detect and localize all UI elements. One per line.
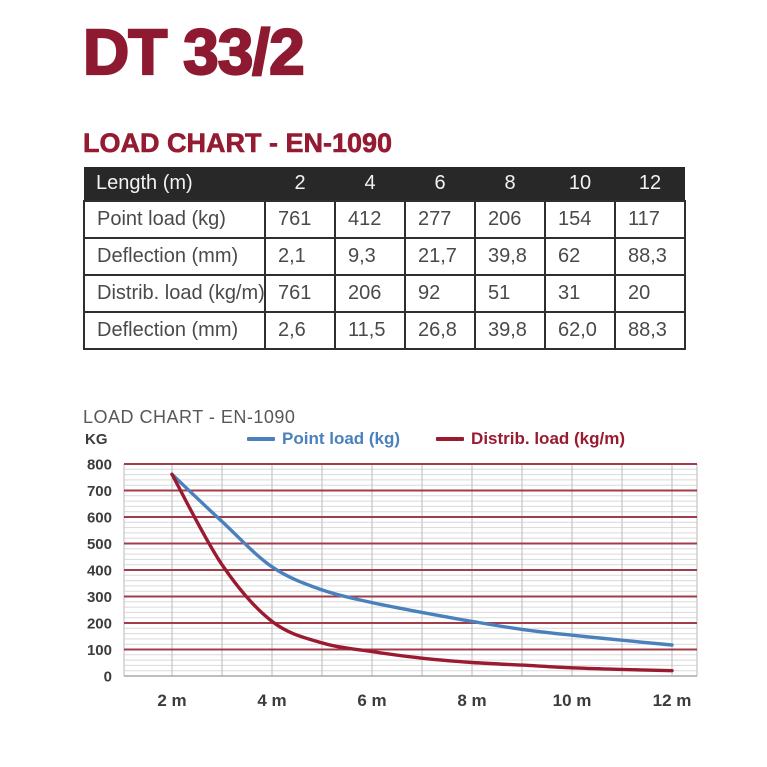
- legend-item-point-load: Point load (kg): [247, 429, 400, 449]
- load-chart-plot: 0 100 200 300 400 500 600 700 800 2 m 4 m 6 m 8 m 10 …: [87, 457, 698, 710]
- row-label: Deflection (mm): [83, 237, 266, 276]
- table-cell: 31: [544, 274, 616, 313]
- column-header-8: 8: [475, 167, 545, 201]
- table-cell: 761: [264, 274, 336, 313]
- table-row: Deflection (mm) 2,6 11,5 26,8 39,8 62,0 88,3: [83, 311, 686, 350]
- column-header-4: 4: [335, 167, 405, 201]
- table-cell: 412: [334, 200, 406, 239]
- y-tick-label: 400: [87, 563, 112, 580]
- y-tick-label: 500: [87, 536, 112, 553]
- table-cell: 9,3: [334, 237, 406, 276]
- table-cell: 277: [404, 200, 476, 239]
- table-cell: 39,8: [474, 237, 546, 276]
- y-tick-label: 100: [87, 642, 112, 659]
- y-tick-label: 200: [87, 616, 112, 633]
- x-tick-label: 8 m: [457, 691, 486, 710]
- table-row: Deflection (mm) 2,1 9,3 21,7 39,8 62 88,3: [83, 237, 686, 276]
- y-axis-unit-label: KG: [85, 431, 108, 448]
- legend-label: Point load (kg): [282, 429, 401, 448]
- column-header-6: 6: [405, 167, 475, 201]
- column-header-12: 12: [615, 167, 685, 201]
- column-header-length: Length (m): [84, 167, 265, 201]
- table-cell: 88,3: [614, 311, 686, 350]
- load-chart-heading: LOAD CHART - EN-1090: [83, 128, 393, 158]
- chart-legend: Point load (kg) Distrib. load (kg/m): [247, 429, 625, 449]
- table-cell: 39,8: [474, 311, 546, 350]
- x-tick-label: 6 m: [357, 691, 386, 710]
- table-cell: 206: [334, 274, 406, 313]
- table-cell: 88,3: [614, 237, 686, 276]
- table-cell: 92: [404, 274, 476, 313]
- load-table: Length (m) 2 4 6 8 10 12 Point load (kg) 761 412…: [83, 167, 686, 350]
- y-tick-label: 600: [87, 510, 112, 527]
- x-tick-label: 4 m: [257, 691, 286, 710]
- table-cell: 11,5: [334, 311, 406, 350]
- legend-label: Distrib. load (kg/m): [471, 429, 626, 448]
- table-cell: 206: [474, 200, 546, 239]
- column-header-10: 10: [545, 167, 615, 201]
- row-label: Distrib. load (kg/m): [83, 274, 266, 313]
- chart-section: LOAD CHART - EN-1090 KG Point load (kg) …: [0, 404, 767, 744]
- y-tick-label: 700: [87, 483, 112, 500]
- table-cell: 117: [614, 200, 686, 239]
- table-cell: 26,8: [404, 311, 476, 350]
- y-tick-label: 800: [87, 457, 112, 474]
- table-body: Point load (kg) 761 412 277 206 154 117 Deflect…: [83, 200, 686, 350]
- table-cell: 761: [264, 200, 336, 239]
- table-row: Distrib. load (kg/m) 761 206 92 51 31 20: [83, 274, 686, 313]
- table-cell: 2,1: [264, 237, 336, 276]
- legend-item-distrib-load: Distrib. load (kg/m): [436, 429, 625, 449]
- table-cell: 2,6: [264, 311, 336, 350]
- table-header-row: Length (m) 2 4 6 8 10 12: [84, 167, 685, 201]
- table-cell: 62: [544, 237, 616, 276]
- table-cell: 20: [614, 274, 686, 313]
- table-row: Point load (kg) 761 412 277 206 154 117: [83, 200, 686, 239]
- distrib-load-curve: [170, 472, 674, 673]
- column-header-2: 2: [265, 167, 335, 201]
- y-tick-label: 300: [87, 589, 112, 606]
- table-cell: 21,7: [404, 237, 476, 276]
- x-tick-label: 10 m: [553, 691, 592, 710]
- x-tick-label: 12 m: [653, 691, 692, 710]
- distrib-load-line-swatch-icon: [436, 437, 465, 441]
- y-tick-label: 0: [104, 669, 112, 686]
- table-cell: 62,0: [544, 311, 616, 350]
- table-cell: 154: [544, 200, 616, 239]
- point-load-line-swatch-icon: [247, 437, 275, 441]
- table-cell: 51: [474, 274, 546, 313]
- row-label: Deflection (mm): [83, 311, 266, 350]
- chart-title: LOAD CHART - EN-1090: [83, 407, 296, 427]
- product-title: DT 33/2: [82, 16, 306, 88]
- row-label: Point load (kg): [83, 200, 266, 239]
- x-tick-label: 2 m: [157, 691, 186, 710]
- point-load-curve: [170, 472, 674, 647]
